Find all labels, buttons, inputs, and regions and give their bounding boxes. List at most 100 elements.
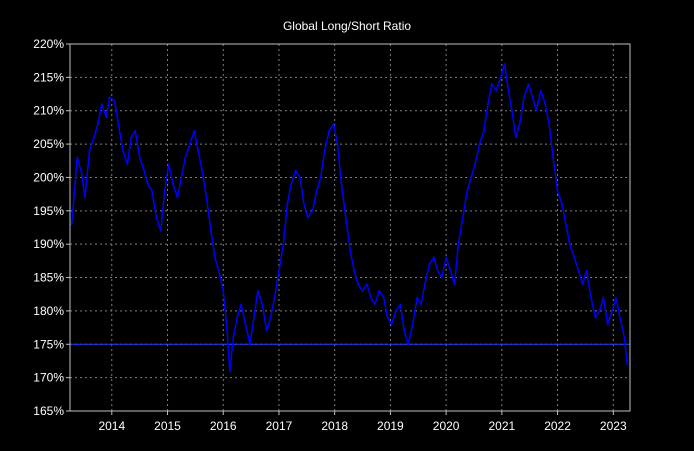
series-points — [70, 63, 629, 372]
data-point — [188, 143, 191, 145]
data-point — [416, 296, 419, 299]
data-point — [535, 109, 538, 112]
data-point — [151, 189, 153, 192]
data-point — [369, 296, 372, 299]
data-point — [244, 323, 247, 326]
y-tick-label: 175% — [33, 337, 64, 351]
data-point — [273, 296, 276, 299]
data-point — [378, 289, 381, 292]
data-point — [319, 176, 322, 179]
data-point — [386, 316, 389, 319]
data-point — [585, 269, 588, 272]
chart-title: Global Long/Short Ratio — [282, 19, 412, 33]
grid-lines — [70, 43, 630, 412]
data-point — [382, 296, 385, 299]
data-point — [440, 276, 443, 279]
data-point — [424, 283, 426, 286]
data-point — [105, 116, 108, 119]
data-point — [373, 303, 376, 306]
data-point — [217, 269, 220, 272]
data-point — [340, 183, 343, 186]
data-point — [390, 323, 393, 326]
data-point — [507, 89, 510, 92]
data-point — [323, 149, 326, 152]
y-axis: 220% 215% 210% 205% 200% 195% 190% 185% 180% 175%… — [33, 37, 70, 418]
x-axis: 2014 2015 2016 2017 2018 2019 2020 2021 2022 2023 — [98, 411, 627, 433]
y-tick-label: 190% — [33, 237, 64, 251]
data-point — [332, 123, 335, 125]
data-point — [602, 296, 605, 299]
data-point — [176, 196, 179, 199]
data-point — [366, 283, 368, 286]
data-point — [236, 316, 239, 319]
x-tick-label: 2017 — [266, 419, 293, 433]
data-point — [539, 89, 542, 92]
data-point — [457, 243, 460, 246]
data-point — [499, 76, 502, 79]
series-line — [70, 63, 628, 372]
data-point — [361, 289, 364, 292]
data-point — [213, 256, 216, 259]
data-point — [269, 316, 272, 319]
data-point — [453, 283, 456, 286]
data-point — [155, 216, 158, 219]
data-point — [265, 330, 268, 332]
data-point — [197, 149, 200, 152]
y-tick-label: 195% — [33, 204, 64, 218]
data-point — [84, 196, 86, 199]
data-point — [315, 189, 318, 192]
data-point — [76, 156, 79, 159]
data-point — [606, 323, 609, 326]
y-tick-label: 180% — [33, 304, 64, 318]
y-tick-label: 200% — [33, 170, 64, 184]
data-point — [615, 296, 617, 299]
data-point — [544, 103, 547, 105]
data-point — [126, 163, 129, 166]
data-point — [205, 196, 208, 199]
x-tick-label: 2015 — [154, 419, 181, 433]
data-point — [357, 283, 359, 286]
data-point — [514, 136, 517, 139]
data-point — [249, 343, 251, 346]
data-point — [201, 169, 203, 172]
data-point — [307, 216, 309, 219]
data-point — [573, 256, 576, 259]
data-point — [256, 289, 259, 292]
data-point — [395, 310, 397, 312]
data-point — [117, 123, 120, 125]
data-point — [240, 303, 242, 306]
data-point — [552, 156, 555, 159]
data-point — [436, 269, 439, 272]
data-point — [531, 96, 534, 99]
data-point — [108, 96, 111, 99]
data-point — [100, 103, 103, 105]
data-point — [470, 176, 473, 179]
data-point — [210, 229, 212, 232]
data-point — [303, 203, 305, 206]
data-point — [328, 129, 331, 132]
data-point — [478, 143, 481, 145]
data-point — [523, 96, 526, 99]
data-point — [143, 169, 146, 172]
data-point — [353, 269, 356, 272]
data-point — [403, 330, 406, 332]
data-point — [222, 289, 225, 292]
x-tick-label: 2021 — [488, 419, 515, 433]
data-point — [503, 63, 506, 65]
data-point — [344, 216, 347, 219]
data-point — [294, 169, 297, 172]
data-point — [474, 163, 476, 166]
data-point — [167, 163, 170, 166]
data-point — [561, 203, 563, 206]
data-point — [299, 176, 302, 179]
data-point — [411, 323, 414, 326]
data-point — [147, 183, 149, 186]
data-point — [225, 323, 228, 326]
data-point — [88, 149, 91, 152]
y-tick-label: 220% — [33, 37, 64, 51]
data-point — [611, 310, 614, 312]
data-point — [172, 183, 174, 186]
data-point — [184, 156, 187, 159]
data-point — [73, 189, 76, 192]
